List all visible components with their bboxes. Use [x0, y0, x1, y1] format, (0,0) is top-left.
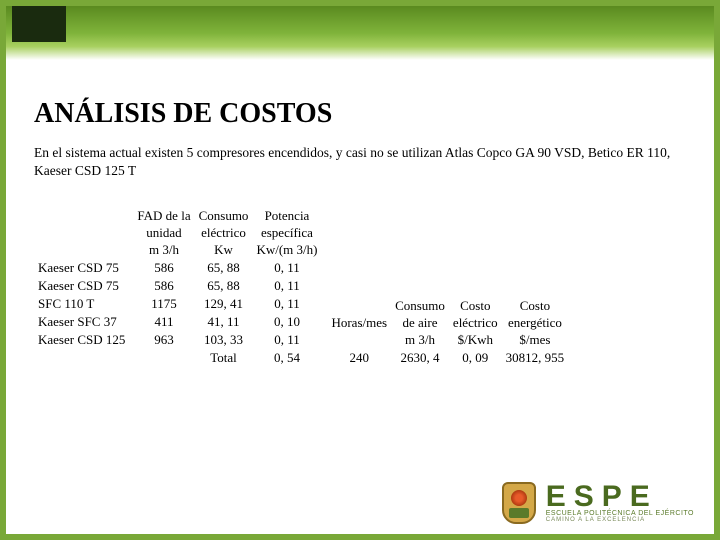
table-row: Kaeser CSD 125 963 103, 33 0, 11: [34, 331, 321, 349]
cell-pot: 0, 11: [252, 259, 321, 277]
cell-cons: 129, 41: [195, 295, 253, 313]
logo-subtitle: ESCUELA POLITÉCNICA DEL EJÉRCITO: [546, 510, 694, 517]
slide-content: ANÁLISIS DE COSTOS En el sistema actual …: [34, 98, 686, 367]
cell-consumo: 2630, 4: [391, 349, 449, 367]
col-costoen-l2: energético: [502, 315, 569, 332]
cell-pot: 0, 11: [252, 277, 321, 295]
col-cons-l2: eléctrico: [195, 225, 253, 242]
col-costoe-l3: $/Kwh: [449, 332, 502, 349]
footer-logo: ESPE ESCUELA POLITÉCNICA DEL EJÉRCITO CA…: [502, 482, 694, 524]
col-pot-l2: específica: [252, 225, 321, 242]
row-label: SFC 110 T: [34, 295, 133, 313]
table-total-row: Total 0, 54: [34, 349, 321, 367]
row-label: Kaeser CSD 125: [34, 331, 133, 349]
cell-cons: 41, 11: [195, 313, 253, 331]
col-consumo-l1: Consumo: [391, 298, 449, 315]
intro-text: En el sistema actual existen 5 compresor…: [34, 144, 686, 180]
col-pot-l3: Kw/(m 3/h): [252, 242, 321, 259]
cell-cons: 65, 88: [195, 259, 253, 277]
header-gradient-bar: [6, 6, 714, 60]
cell-costoen: 30812, 955: [502, 349, 569, 367]
col-costoen-l3: $/mes: [502, 332, 569, 349]
col-pot-l1: Potencia: [252, 208, 321, 225]
col-horas-l1: [327, 298, 391, 315]
logo-text-block: ESPE ESCUELA POLITÉCNICA DEL EJÉRCITO CA…: [546, 483, 694, 523]
cell-fad: 1175: [133, 295, 194, 313]
cell-cons: 103, 33: [195, 331, 253, 349]
cell-costoe: 0, 09: [449, 349, 502, 367]
cell-cons: 65, 88: [195, 277, 253, 295]
table-row: SFC 110 T 1175 129, 41 0, 11: [34, 295, 321, 313]
col-consumo-l2: de aire: [391, 315, 449, 332]
col-cons-l1: Consumo: [195, 208, 253, 225]
col-costoe-l1: Costo: [449, 298, 502, 315]
header-dark-block: [12, 6, 66, 42]
summary-table: Consumo Costo Costo Horas/mes de aire el…: [327, 298, 568, 367]
logo-tagline: CAMINO A LA EXCELENCIA: [546, 517, 694, 523]
cell-fad: 586: [133, 277, 194, 295]
row-label: Kaeser SFC 37: [34, 313, 133, 331]
cell-fad: 411: [133, 313, 194, 331]
col-fad-l3: m 3/h: [133, 242, 194, 259]
col-costoe-l2: eléctrico: [449, 315, 502, 332]
row-label: Kaeser CSD 75: [34, 277, 133, 295]
cell-fad: 586: [133, 259, 194, 277]
col-fad-l2: unidad: [133, 225, 194, 242]
compressors-table: FAD de la Consumo Potencia unidad eléctr…: [34, 208, 321, 367]
cell-pot: 0, 11: [252, 331, 321, 349]
col-horas-l3: [327, 332, 391, 349]
col-costoen-l1: Costo: [502, 298, 569, 315]
cell-pot: 0, 11: [252, 295, 321, 313]
espe-shield-icon: [502, 482, 536, 524]
cell-pot: 0, 10: [252, 313, 321, 331]
cell-fad: 963: [133, 331, 194, 349]
col-horas-l2: Horas/mes: [327, 315, 391, 332]
summary-row: 240 2630, 4 0, 09 30812, 955: [327, 349, 568, 367]
logo-main: ESPE: [546, 483, 694, 510]
cell-horas: 240: [327, 349, 391, 367]
page-title: ANÁLISIS DE COSTOS: [34, 98, 686, 130]
table-row: Kaeser CSD 75 586 65, 88 0, 11: [34, 259, 321, 277]
table-row: Kaeser CSD 75 586 65, 88 0, 11: [34, 277, 321, 295]
tables-container: FAD de la Consumo Potencia unidad eléctr…: [34, 208, 686, 367]
total-label: Total: [195, 349, 253, 367]
col-fad-l1: FAD de la: [133, 208, 194, 225]
total-pot: 0, 54: [252, 349, 321, 367]
col-cons-l3: Kw: [195, 242, 253, 259]
table-row: Kaeser SFC 37 411 41, 11 0, 10: [34, 313, 321, 331]
col-consumo-l3: m 3/h: [391, 332, 449, 349]
row-label: Kaeser CSD 75: [34, 259, 133, 277]
